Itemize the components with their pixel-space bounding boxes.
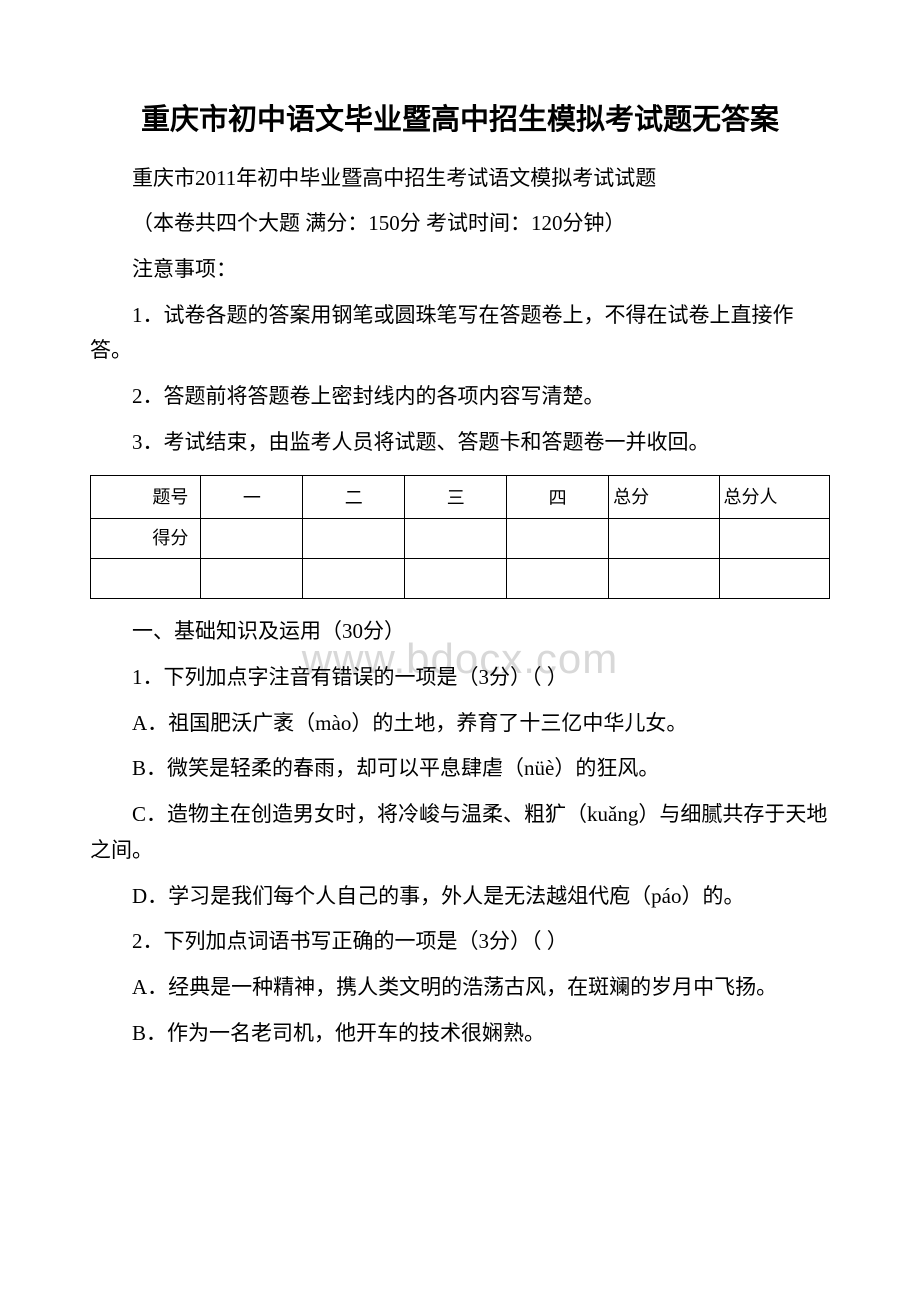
- table-cell: [91, 559, 201, 599]
- table-cell: [201, 519, 303, 559]
- table-cell: 总分人: [719, 476, 829, 519]
- question-2: 2．下列加点词语书写正确的一项是（3分）（ ）: [90, 924, 830, 960]
- question-1-option-b: B．微笑是轻柔的春雨，却可以平息肆虐（nüè）的狂风。: [90, 751, 830, 787]
- table-cell: [507, 559, 609, 599]
- document-title: 重庆市初中语文毕业暨高中招生模拟考试题无答案: [90, 100, 830, 141]
- table-cell: 四: [507, 476, 609, 519]
- question-1: 1．下列加点字注音有错误的一项是（3分）（ ）: [90, 660, 830, 696]
- section-title: 一、基础知识及运用（30分）: [90, 614, 830, 650]
- table-cell: [609, 559, 719, 599]
- notice-item-2: 2．答题前将答题卷上密封线内的各项内容写清楚。: [90, 379, 830, 415]
- table-cell: [303, 519, 405, 559]
- document-content: 重庆市初中语文毕业暨高中招生模拟考试题无答案 重庆市2011年初中毕业暨高中招生…: [90, 100, 830, 1051]
- question-2-option-a: A．经典是一种精神，携人类文明的浩荡古风，在斑斓的岁月中飞扬。: [90, 970, 830, 1006]
- notice-item-3: 3．考试结束，由监考人员将试题、答题卡和答题卷一并收回。: [90, 425, 830, 461]
- question-1-option-c: C．造物主在创造男女时，将冷峻与温柔、粗犷（kuǎng）与细腻共存于天地之间。: [90, 797, 830, 868]
- score-table: 题号 一 二 三 四 总分 总分人 得分: [90, 475, 830, 599]
- question-1-option-d: D．学习是我们每个人自己的事，外人是无法越俎代庖（páo）的。: [90, 879, 830, 915]
- row-label-cell: 得分: [91, 519, 201, 559]
- table-cell: 一: [201, 476, 303, 519]
- table-row: 题号 一 二 三 四 总分 总分人: [91, 476, 830, 519]
- table-cell: [719, 519, 829, 559]
- table-cell: [719, 559, 829, 599]
- table-cell: 二: [303, 476, 405, 519]
- row-label-cell: 题号: [91, 476, 201, 519]
- question-2-option-b: B．作为一名老司机，他开车的技术很娴熟。: [90, 1016, 830, 1052]
- notice-header: 注意事项：: [90, 252, 830, 288]
- table-cell: [405, 519, 507, 559]
- exam-info: （本卷共四个大题 满分：150分 考试时间：120分钟）: [90, 206, 830, 242]
- table-cell: [405, 559, 507, 599]
- table-cell: [609, 519, 719, 559]
- question-1-option-a: A．祖国肥沃广袤（mào）的土地，养育了十三亿中华儿女。: [90, 706, 830, 742]
- notice-item-1: 1．试卷各题的答案用钢笔或圆珠笔写在答题卷上，不得在试卷上直接作答。: [90, 298, 830, 369]
- table-cell: [303, 559, 405, 599]
- table-cell: [201, 559, 303, 599]
- table-row: [91, 559, 830, 599]
- table-row: 得分: [91, 519, 830, 559]
- table-cell: 总分: [609, 476, 719, 519]
- subtitle-text: 重庆市2011年初中毕业暨高中招生考试语文模拟考试试题: [90, 161, 830, 197]
- table-cell: 三: [405, 476, 507, 519]
- table-cell: [507, 519, 609, 559]
